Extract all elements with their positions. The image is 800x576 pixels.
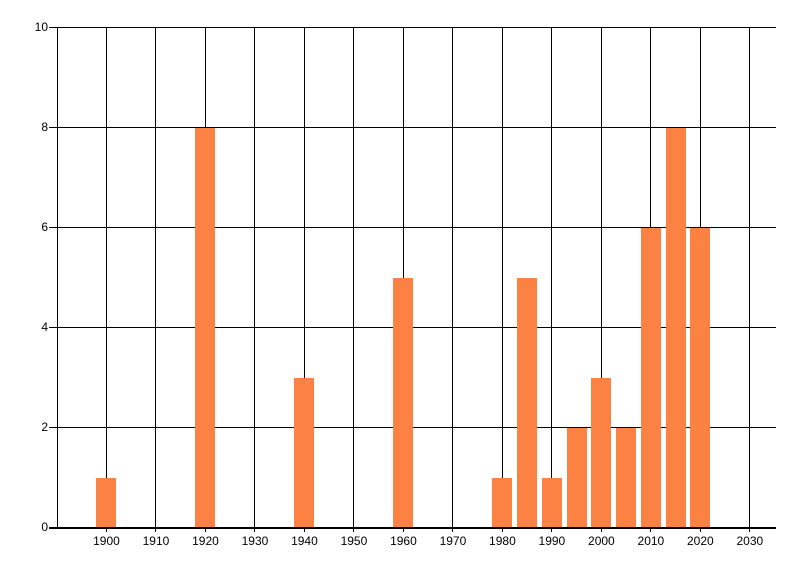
x-gridline [501,27,503,532]
bar-2015 [665,127,686,528]
y-gridline [49,27,776,28]
x-gridline [254,27,256,532]
y-axis-line [56,27,58,528]
x-gridline [749,27,751,532]
bar-1985 [517,277,538,528]
x-axis-tick-label: 1930 [241,534,269,548]
x-axis-tick-label: 1940 [291,534,318,548]
y-axis-tick-label: 4 [41,319,48,334]
bar-2000 [591,377,612,528]
x-gridline [353,27,355,532]
x-axis-tick-label: 1900 [93,534,120,548]
y-axis-tick-label: 6 [41,219,48,234]
y-axis-tick-label: 10 [34,19,48,34]
x-axis-tick-label: 1980 [489,534,516,548]
y-axis-tick-label: 0 [41,520,48,534]
y-axis-tick-label: 2 [41,419,48,434]
y-gridline [49,127,776,129]
x-axis-tick-label: 1990 [538,534,566,548]
x-gridline [600,27,602,532]
bar-1990 [541,477,562,528]
y-axis-tick-label: 8 [41,119,48,134]
x-gridline [303,27,305,532]
x-gridline [105,27,107,532]
x-gridline [551,27,553,532]
bar-2020 [690,227,711,528]
bar-1920 [195,127,216,528]
x-axis-tick-label: 2000 [588,534,615,548]
x-axis-tick-label: 2030 [736,534,764,548]
x-axis-tick-label: 1950 [340,534,368,548]
x-axis-tick-label: 1970 [439,534,467,548]
x-axis-tick-label: 1960 [390,534,417,548]
bar-1900 [96,477,117,528]
x-gridline [155,27,157,532]
x-axis-tick-label: 1920 [192,534,219,548]
x-axis-line [49,527,776,529]
x-gridline [452,27,454,532]
y-gridline [49,227,776,229]
x-axis-tick-label: 1910 [142,534,170,548]
bar-1980 [492,477,513,528]
x-axis-tick-label: 2010 [637,534,665,548]
bar-1995 [566,427,587,528]
bar-1960 [393,277,414,528]
bar-2010 [640,227,661,528]
x-axis-tick-label: 2020 [687,534,714,548]
bar-2005 [616,427,637,528]
bar-1940 [294,377,315,528]
